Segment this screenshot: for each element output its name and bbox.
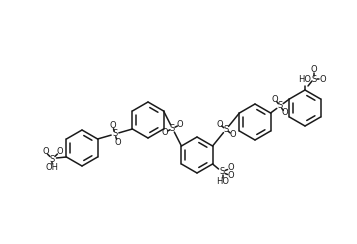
Text: S: S xyxy=(170,124,175,133)
Text: S: S xyxy=(220,167,225,176)
Text: HO: HO xyxy=(298,74,312,83)
Text: O: O xyxy=(162,128,168,137)
Text: O: O xyxy=(114,138,121,147)
Text: S: S xyxy=(277,102,283,111)
Text: HO: HO xyxy=(216,176,229,185)
Text: O: O xyxy=(109,121,116,130)
Text: O: O xyxy=(42,148,49,156)
Text: O: O xyxy=(177,120,183,129)
Text: O: O xyxy=(216,120,223,129)
Text: O: O xyxy=(282,108,288,117)
Text: S: S xyxy=(223,125,228,134)
Text: O: O xyxy=(320,74,326,83)
Text: OH: OH xyxy=(46,163,59,172)
Text: O: O xyxy=(56,148,63,156)
Text: S: S xyxy=(112,130,117,139)
Text: S: S xyxy=(311,74,317,83)
Text: O: O xyxy=(311,65,317,74)
Text: O: O xyxy=(229,130,236,139)
Text: O: O xyxy=(272,95,278,104)
Text: S: S xyxy=(50,154,55,163)
Text: O: O xyxy=(227,172,234,181)
Text: O: O xyxy=(227,163,234,173)
